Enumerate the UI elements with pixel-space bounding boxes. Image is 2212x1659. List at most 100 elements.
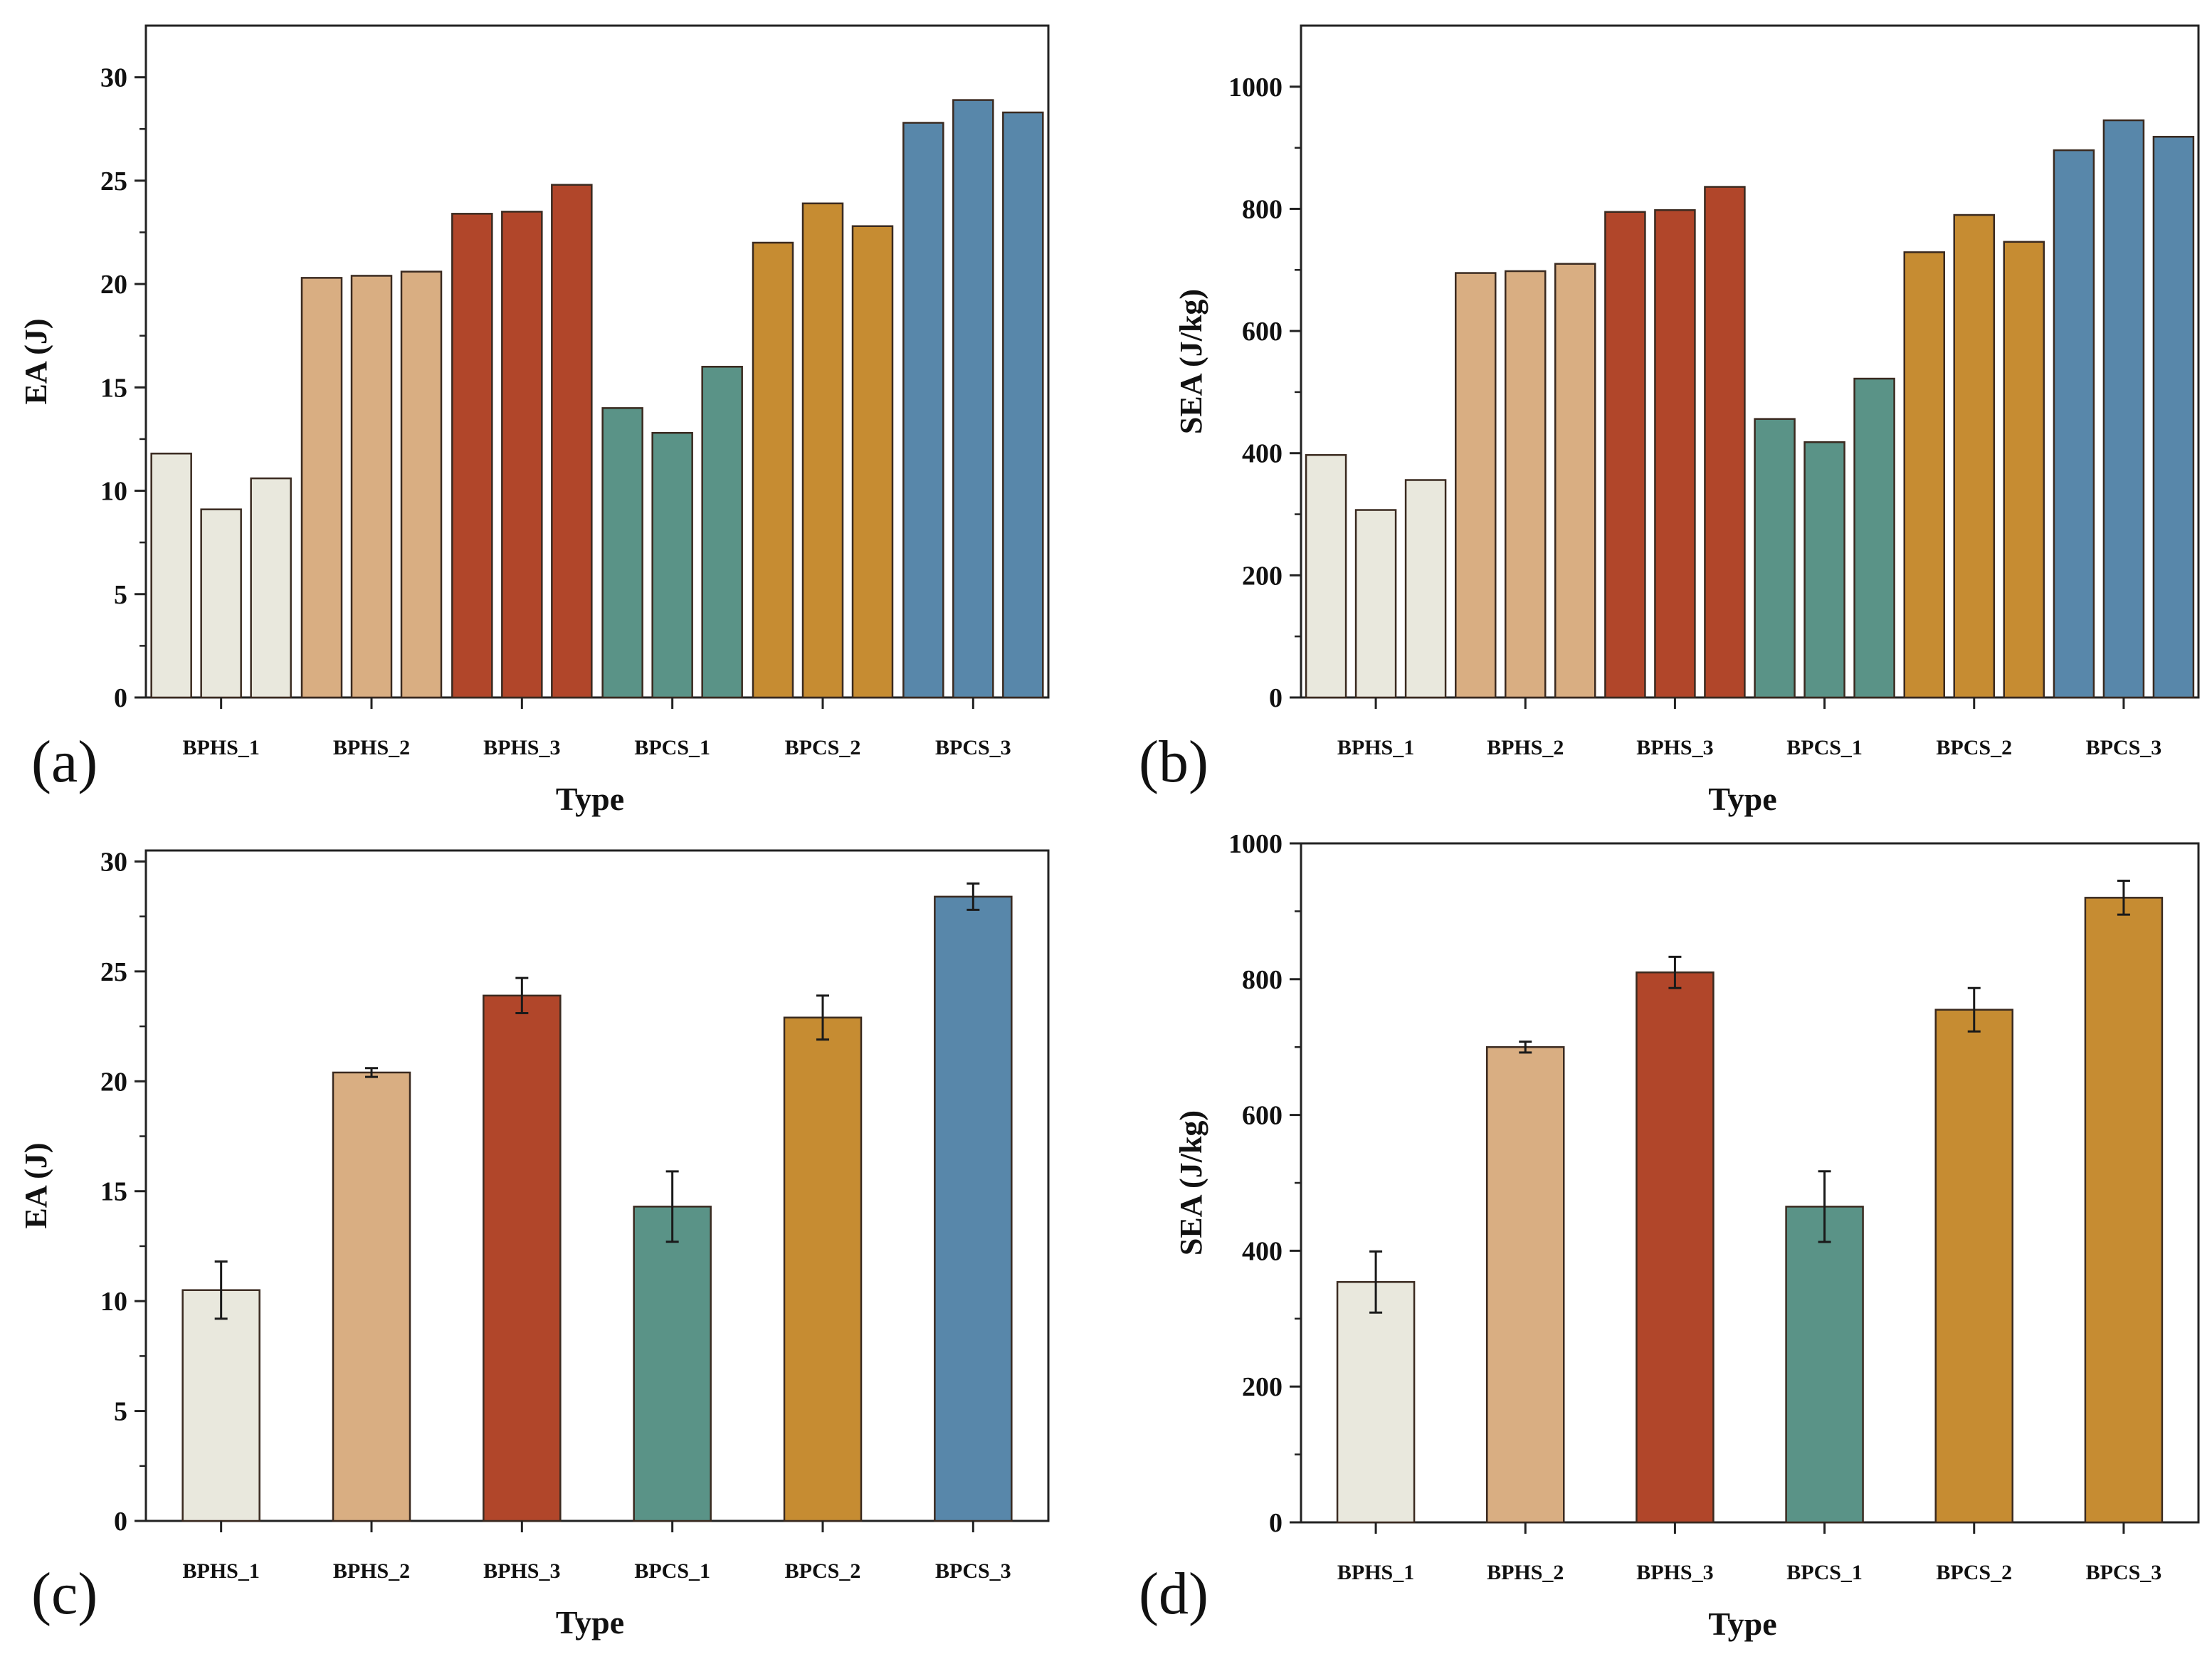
x-axis-title: Type [556, 1604, 624, 1640]
bar-bpcs-3-3 [1002, 111, 1044, 699]
bar-bphs-3 [1636, 971, 1715, 1524]
bar-bphs-3-1 [1604, 211, 1646, 699]
bar-bpcs-3 [934, 895, 1013, 1522]
bar-bpcs-2-1 [1903, 251, 1945, 699]
bar-bphs-3-3 [551, 184, 593, 699]
bar-bphs-3-1 [451, 213, 493, 699]
bar-bphs-2-1 [1455, 272, 1497, 699]
bar-bphs-3-3 [1704, 186, 1746, 699]
bar-bpcs-3-1 [2053, 149, 2095, 699]
panel-label: (c) [31, 1561, 98, 1627]
bar-bphs-1-1 [1305, 454, 1347, 699]
plot-frame [144, 849, 1050, 1522]
y-tick-label: 5 [114, 580, 127, 610]
error-bar-bpcs-1 [665, 1170, 679, 1243]
y-axis-title: EA (J) [19, 319, 53, 405]
error-bar-bpcs-1 [1818, 1170, 1831, 1243]
x-tick-label: BPHS_1 [182, 736, 259, 759]
bar-bpcs-2 [783, 1016, 863, 1522]
y-tick-label: 25 [100, 957, 127, 987]
x-tick-label: BPCS_3 [2086, 736, 2162, 759]
bar-bphs-2-2 [1505, 270, 1547, 699]
x-tick-label: BPHS_3 [483, 1559, 560, 1583]
bar-bphs-2 [1486, 1046, 1565, 1524]
x-tick-label: BPHS_2 [333, 736, 410, 759]
bar-bpcs-2-3 [851, 225, 894, 699]
panel-label: (b) [1139, 729, 1208, 795]
x-tick-label: BPHS_2 [1487, 1561, 1564, 1584]
bar-bphs-2-3 [400, 270, 443, 699]
x-tick-label: BPCS_1 [1786, 736, 1863, 759]
x-tick-label: BPCS_2 [1936, 1561, 2012, 1584]
bar-bphs-1-2 [200, 508, 242, 699]
bar-bphs-1-3 [250, 477, 292, 699]
x-tick-label: BPCS_2 [785, 736, 861, 759]
plot-frame [144, 24, 1050, 699]
chart-svg-c: 0 5 10 15 20 25 30 BPHS_1 BPHS_2 BPHS_3 BPCS_1 BPCS… [19, 847, 1050, 1640]
bar-bphs-2-2 [350, 275, 393, 699]
bar-bphs-3 [483, 994, 562, 1522]
x-tick-label: BPCS_2 [785, 1559, 861, 1583]
x-axis-title: Type [556, 781, 624, 817]
bar-bphs-3-2 [501, 211, 543, 699]
y-tick-label: 0 [1269, 1508, 1283, 1538]
y-tick-label: 0 [114, 683, 127, 713]
bar-bpcs-1-1 [1754, 418, 1796, 699]
y-tick-label: 0 [1269, 683, 1283, 713]
y-tick-label: 200 [1242, 1372, 1283, 1402]
error-bar-bphs-2 [365, 1067, 378, 1078]
y-tick-label: 0 [114, 1507, 127, 1537]
bar-bphs-1-1 [150, 453, 192, 699]
bar-bpcs-2-3 [2003, 241, 2045, 699]
error-bar-bphs-3 [515, 976, 529, 1015]
x-tick-label: BPCS_3 [935, 736, 1011, 759]
x-tick-label: BPCS_1 [1786, 1561, 1863, 1584]
bar-bpcs-1-2 [1803, 441, 1845, 699]
bar-bphs-2-1 [300, 277, 343, 699]
y-tick-label: 400 [1242, 1236, 1283, 1266]
error-bar-bphs-1 [1369, 1250, 1383, 1314]
x-tick-label: BPHS_2 [333, 1559, 410, 1583]
x-tick-label: BPHS_3 [1636, 736, 1713, 759]
y-tick-label: 15 [100, 1177, 127, 1207]
x-tick-label: BPHS_1 [182, 1559, 259, 1583]
x-axis-title: Type [1708, 781, 1776, 817]
chart-panel-b: 0 200 400 600 800 1000 BPHS_1 BPHS_2 BPHS_3 BPCS_… [1106, 0, 2212, 829]
error-bar-bpcs-2 [816, 994, 829, 1041]
plot-frame [1300, 24, 2200, 699]
x-tick-label: BPHS_1 [1337, 1561, 1414, 1584]
bar-bpcs-3-2 [2102, 119, 2145, 699]
bar-bpcs-2-2 [801, 202, 844, 699]
chart-panel-d: 0 200 400 600 800 1000 BPHS_1 BPHS_2 BPHS_3 BPCS_… [1106, 829, 2212, 1659]
bar-bpcs-3-1 [902, 122, 944, 699]
bar-bphs-2 [332, 1071, 411, 1522]
error-bar-bphs-2 [1519, 1041, 1532, 1054]
bar-bpcs-2-1 [752, 241, 794, 699]
bar-bpcs-1-3 [701, 366, 743, 699]
chart-panel-a: 0 5 10 15 20 25 30 BPHS_1 BPHS_2 BPHS_3 BPCS_1 BPCS… [0, 0, 1106, 829]
panel-label: (a) [31, 729, 98, 795]
chart-svg-b: 0 200 400 600 800 1000 BPHS_1 BPHS_2 BPHS_3 BPCS_… [1139, 24, 2200, 817]
x-tick-label: BPHS_1 [1337, 736, 1414, 759]
x-tick-label: BPCS_1 [634, 1559, 710, 1583]
error-bar-bpcs-2 [1967, 986, 1981, 1033]
bar-bpcs-1-3 [1853, 377, 1895, 699]
bar-bpcs-1-1 [601, 407, 643, 699]
bar-bpcs-3-3 [2152, 135, 2195, 699]
error-bar-bphs-3 [1668, 955, 1682, 989]
bar-bphs-3-2 [1654, 209, 1696, 699]
bar-bpcs-1-2 [651, 431, 693, 699]
x-tick-label: BPCS_3 [2086, 1561, 2162, 1584]
x-tick-label: BPHS_2 [1487, 736, 1564, 759]
x-tick-label: BPHS_3 [1636, 1561, 1713, 1584]
y-axis-title: SEA (J/kg) [1174, 289, 1208, 434]
y-axis-title: SEA (J/kg) [1174, 1110, 1208, 1255]
bar-bpcs-2-2 [1953, 214, 1995, 699]
bar-bphs-1 [181, 1289, 260, 1522]
bar-bpcs-3-2 [952, 99, 994, 699]
y-tick-label: 200 [1242, 561, 1283, 591]
chart-panel-c: 0 5 10 15 20 25 30 BPHS_1 BPHS_2 BPHS_3 BPCS_1 BPCS… [0, 829, 1106, 1659]
y-tick-label: 1000 [1228, 73, 1283, 102]
x-axis-title: Type [1708, 1606, 1776, 1642]
y-tick-label: 800 [1242, 194, 1283, 224]
